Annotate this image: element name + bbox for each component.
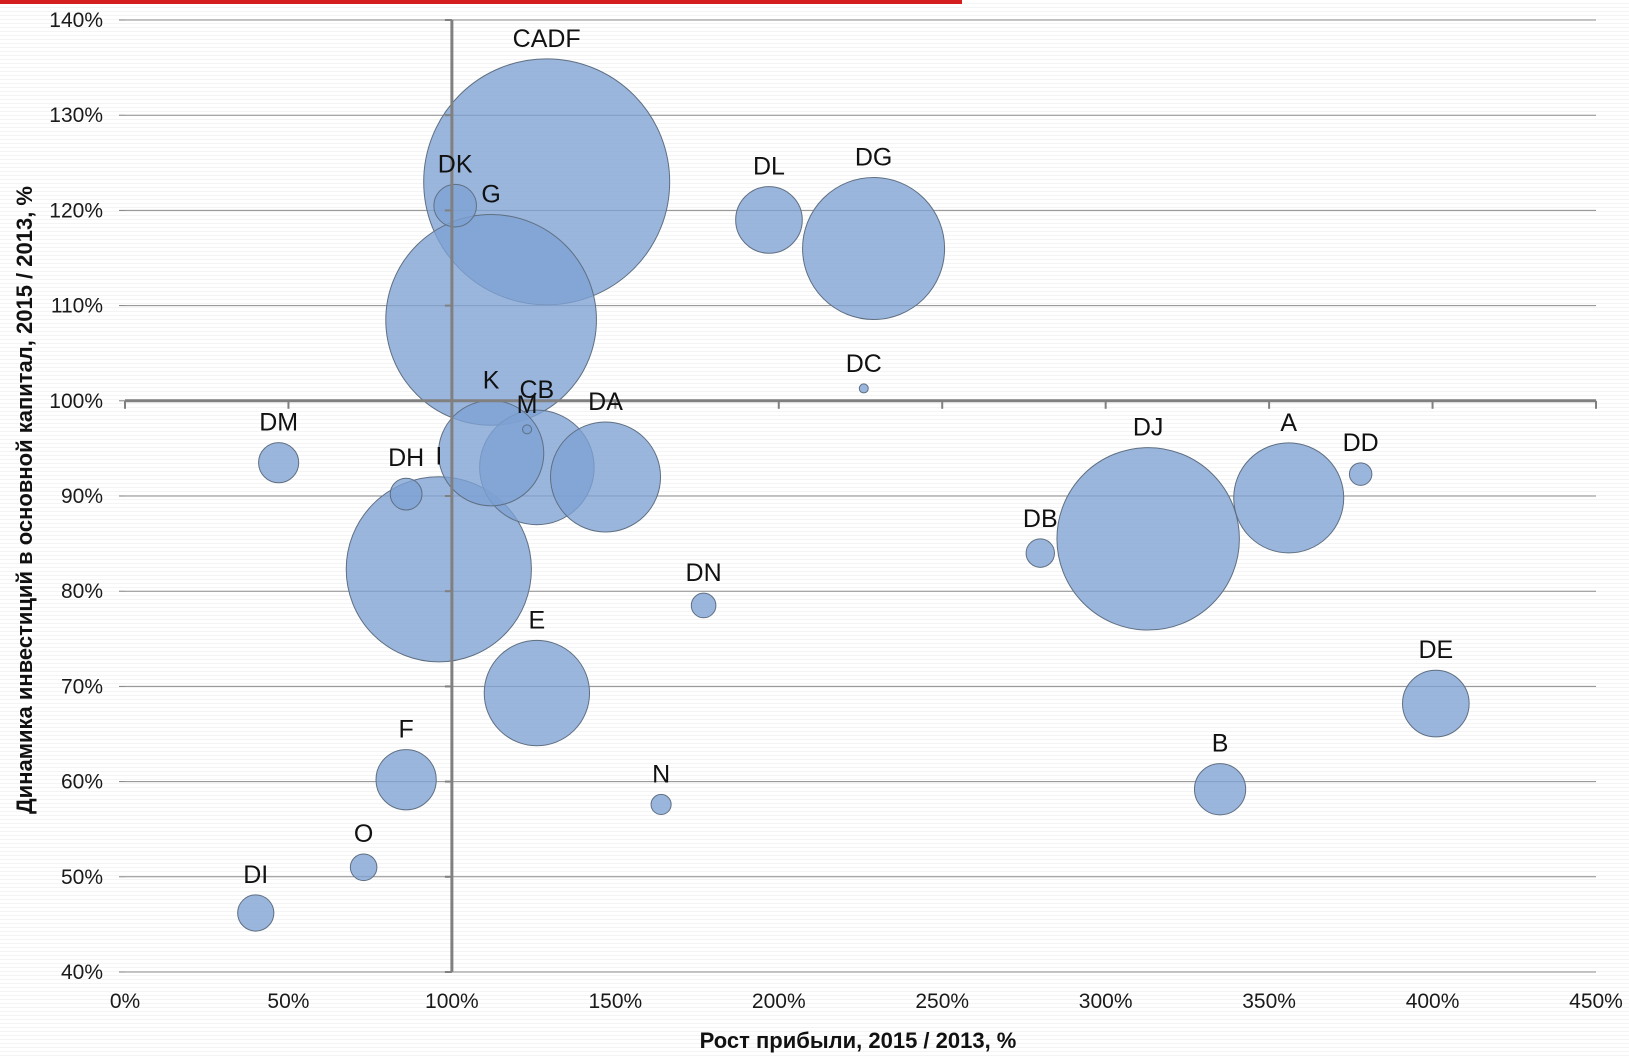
bubble-label-db: DB xyxy=(1023,505,1058,533)
y-tick-label: 140% xyxy=(49,9,103,32)
bubble-m xyxy=(522,424,533,435)
bubble-dj xyxy=(1056,447,1240,631)
y-axis-title: Динамика инвестиций в основной капитал, … xyxy=(12,186,37,814)
bubble-a xyxy=(1233,442,1345,554)
bubble-label-cb: CB xyxy=(520,376,555,404)
bubble-label-dg: DG xyxy=(855,143,893,171)
axes xyxy=(124,19,1597,973)
x-tick-label: 350% xyxy=(1242,990,1296,1013)
y-tick-label: 120% xyxy=(49,199,103,222)
y-tick-label: 110% xyxy=(51,295,103,318)
bubble-dn xyxy=(690,592,717,619)
bubble-label-da: DA xyxy=(588,388,623,416)
bubble-label-dl: DL xyxy=(753,153,785,181)
bubble-label-a: A xyxy=(1280,409,1297,437)
bubble-dd xyxy=(1348,462,1373,486)
bubble-da xyxy=(550,421,662,533)
bubble-label-f: F xyxy=(398,716,413,744)
x-tick-label: 50% xyxy=(267,990,309,1013)
x-tick-label: 150% xyxy=(588,990,642,1013)
y-tick-label: 130% xyxy=(49,104,103,127)
bubble-label-g: G xyxy=(481,181,500,209)
bubble-label-dn: DN xyxy=(686,559,722,587)
bubble-label-k: K xyxy=(483,366,500,394)
bubble-label-i: I xyxy=(435,443,442,471)
bubble-e xyxy=(483,639,591,747)
bubble-f xyxy=(375,749,437,811)
bubble-label-m: M xyxy=(517,391,538,419)
bubble-label-dk: DK xyxy=(438,150,473,178)
bubble-db xyxy=(1025,538,1055,568)
bubble-label-dm: DM xyxy=(259,409,298,437)
bubble-dh xyxy=(389,477,423,511)
x-tick-label: 400% xyxy=(1406,990,1460,1013)
bubbles xyxy=(237,58,1470,932)
y-tick-label: 50% xyxy=(61,866,103,889)
bubble-label-dj: DJ xyxy=(1133,414,1164,442)
y-tick-label: 90% xyxy=(61,485,103,508)
x-tick-label: 200% xyxy=(752,990,806,1013)
bubble-label-b: B xyxy=(1212,730,1229,758)
y-tick-label: 100% xyxy=(49,390,103,413)
bubble-di xyxy=(237,894,275,932)
bubble-label-cadf: CADF xyxy=(513,25,581,53)
y-tick-label: 60% xyxy=(61,771,103,794)
bubble-de xyxy=(1402,669,1470,738)
y-tick-label: 80% xyxy=(61,580,103,603)
bubble-label-de: DE xyxy=(1418,636,1453,664)
bubble-label-di: DI xyxy=(243,861,268,889)
bubble-o xyxy=(349,853,378,882)
x-tick-label: 0% xyxy=(110,990,140,1013)
bubble-dk xyxy=(433,183,477,228)
top-accent-bar xyxy=(0,0,962,4)
bubble-label-dh: DH xyxy=(388,444,424,472)
y-tick-label: 40% xyxy=(61,961,103,984)
tick-labels: 40% 50% 60% 70% 80% 90% 100% 110% 120% 130% 140% 0%… xyxy=(49,9,1623,1013)
bubble-label-dc: DC xyxy=(846,350,882,378)
y-tick-label: 70% xyxy=(61,675,103,698)
bubble-dg xyxy=(802,176,946,320)
bubble-b xyxy=(1193,763,1247,816)
bubble-dm xyxy=(258,442,300,484)
bubble-label-o: O xyxy=(354,820,373,848)
x-tick-label: 300% xyxy=(1079,990,1133,1013)
bubble-dc xyxy=(858,383,869,394)
bubble-label-n: N xyxy=(652,760,670,788)
bubble-label-e: E xyxy=(529,606,546,634)
bubble-n xyxy=(650,793,672,815)
x-axis-title: Рост прибыли, 2015 / 2013, % xyxy=(700,1028,1017,1053)
bubble-label-dd: DD xyxy=(1343,429,1379,457)
x-tick-label: 100% xyxy=(425,990,479,1013)
x-tick-label: 450% xyxy=(1569,990,1623,1013)
bubble-i xyxy=(345,476,532,663)
bubble-dl xyxy=(735,186,803,254)
x-tick-label: 250% xyxy=(915,990,969,1013)
